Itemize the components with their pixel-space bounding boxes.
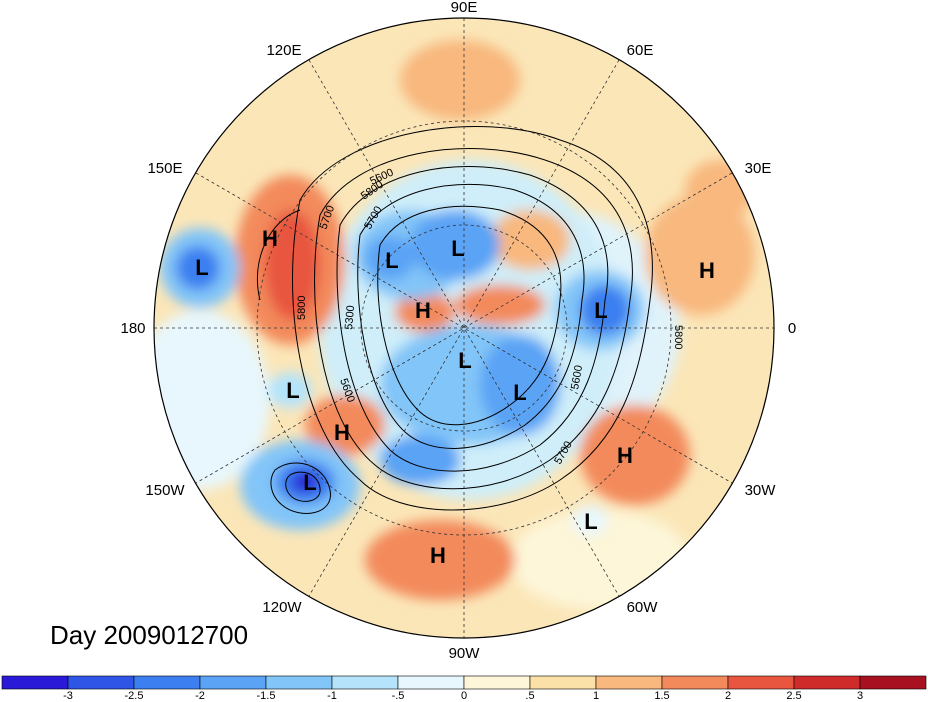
lon-label-150e: 150E xyxy=(147,160,182,177)
pressure-center-high: H xyxy=(617,443,633,468)
map-border xyxy=(153,17,775,639)
plot-title: Day 2009012700 xyxy=(50,620,249,650)
colorbar-tick-label: 2 xyxy=(725,690,731,702)
colorbar-tick-label: -2 xyxy=(195,690,205,702)
pressure-center-high: H xyxy=(415,298,431,323)
contour-label: 5800 xyxy=(672,325,684,349)
pressure-center-low: L xyxy=(458,348,471,373)
colorbar-swatch xyxy=(67,675,135,690)
pressure-center-low: L xyxy=(451,236,464,261)
lon-label-0: 0 xyxy=(788,320,796,337)
lon-label-30w: 30W xyxy=(745,482,777,499)
colorbar-swatch xyxy=(265,675,333,690)
pressure-center-high: H xyxy=(430,543,446,568)
pressure-center-high: H xyxy=(334,420,350,445)
colorbar-swatch xyxy=(463,675,531,690)
colorbar-tick-label: 0 xyxy=(461,690,467,702)
colorbar-tick-label: -3 xyxy=(63,690,73,702)
colorbar-tick-label: -2.5 xyxy=(125,690,144,702)
pressure-center-high: H xyxy=(262,226,278,251)
lon-label-150w: 150W xyxy=(145,482,185,499)
colorbar-swatch xyxy=(727,675,795,690)
lon-label-60w: 60W xyxy=(627,599,659,616)
height-contours xyxy=(256,126,653,514)
pressure-center-low: L xyxy=(584,509,597,534)
pressure-center-low: L xyxy=(195,255,208,280)
graticule xyxy=(154,18,774,638)
contour-label: 5600 xyxy=(569,364,585,390)
colorbar-swatch xyxy=(859,675,927,690)
lon-label-60e: 60E xyxy=(627,42,654,59)
contour-label: 5300 xyxy=(343,305,357,330)
lon-label-30e: 30E xyxy=(745,160,772,177)
colorbar-swatch xyxy=(133,675,201,690)
longitude-labels: 90E 120E 60E 150E 30E 180 0 150W 30W 120… xyxy=(120,0,796,662)
lon-label-120e: 120E xyxy=(266,42,301,59)
colorbar-swatch xyxy=(529,675,597,690)
contour-label: 5800 xyxy=(296,296,308,320)
lon-label-90w: 90W xyxy=(449,645,481,662)
pressure-center-low: L xyxy=(303,470,316,495)
colorbar-tick-label: 1 xyxy=(593,690,599,702)
pressure-center-low: L xyxy=(513,380,526,405)
colorbar-swatch xyxy=(199,675,267,690)
pressure-center-high: H xyxy=(699,258,715,283)
lon-label-120w: 120W xyxy=(262,599,302,616)
colorbar-tick-label: 3 xyxy=(857,690,863,702)
colorbar-swatch xyxy=(1,675,69,690)
colorbar-tick-labels: -3 -2.5 -2 -1.5 -1 -.5 0 .5 1 1.5 2 2.5 3 xyxy=(63,690,863,702)
colorbar-tick-label: 2.5 xyxy=(786,690,801,702)
colorbar-tick-label: 1.5 xyxy=(654,690,669,702)
colorbar-swatch xyxy=(793,675,861,690)
pressure-centers: H L L L H H L L L L H H L H L xyxy=(195,226,715,568)
lon-label-180: 180 xyxy=(120,320,145,337)
colorbar-swatch xyxy=(331,675,399,690)
lon-label-90e: 90E xyxy=(451,0,478,16)
colorbar-swatch xyxy=(397,675,465,690)
colorbar-swatch xyxy=(661,675,729,690)
colorbar-tick-label: .5 xyxy=(525,690,534,702)
colorbar-swatch xyxy=(595,675,663,690)
pressure-center-low: L xyxy=(594,298,607,323)
colorbar xyxy=(1,675,927,690)
pressure-center-low: L xyxy=(286,378,299,403)
colorbar-tick-label: -1 xyxy=(327,690,337,702)
pressure-center-low: L xyxy=(385,248,398,273)
colorbar-tick-label: -1.5 xyxy=(257,690,276,702)
colorbar-tick-label: -.5 xyxy=(392,690,405,702)
